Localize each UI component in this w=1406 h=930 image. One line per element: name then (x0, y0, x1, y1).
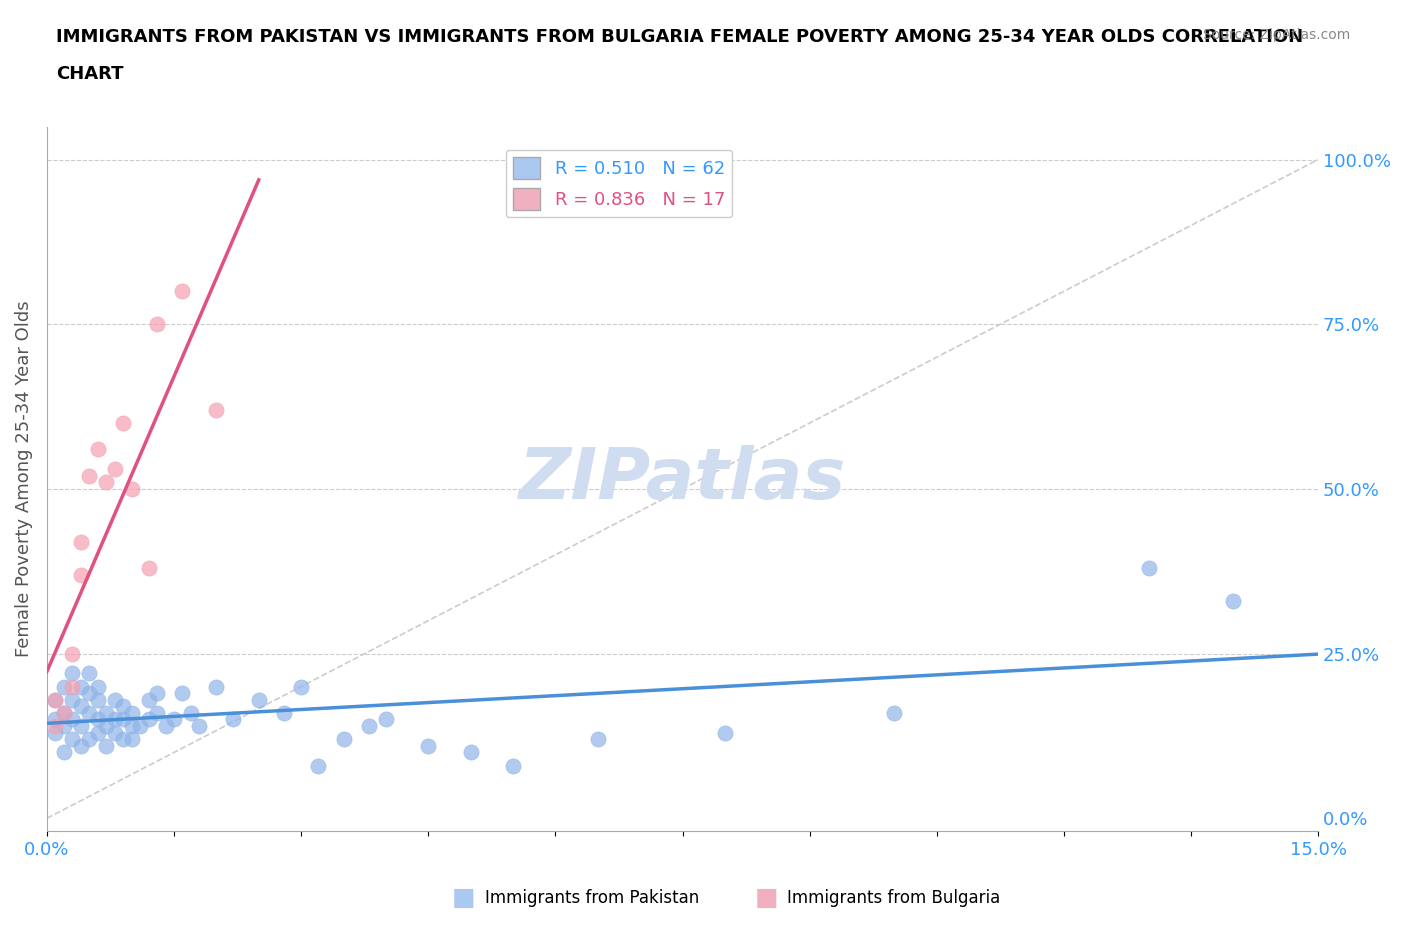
Point (69, 567, 91, 582)
Point (586, 732, 609, 747)
Point (460, 745, 482, 760)
Point (87, 679, 110, 694)
Point (418, 738, 440, 753)
Point (129, 719, 152, 734)
Point (104, 725, 127, 740)
Point (146, 706, 169, 721)
Point (60, 732, 83, 747)
Point (883, 706, 905, 721)
Point (172, 284, 194, 299)
Point (188, 719, 211, 734)
Point (44, 692, 66, 707)
Text: ■: ■ (755, 885, 778, 910)
Point (77, 732, 100, 747)
Point (247, 692, 270, 707)
Point (44, 719, 66, 734)
Point (357, 719, 380, 734)
Text: ■: ■ (453, 885, 475, 910)
Point (87, 442, 110, 457)
Y-axis label: Female Poverty Among 25-34 Year Olds: Female Poverty Among 25-34 Year Olds (15, 300, 32, 658)
Point (87, 712, 110, 727)
Point (138, 712, 160, 727)
Text: ZIPatlas: ZIPatlas (519, 445, 846, 513)
Point (104, 461, 127, 476)
Point (69, 679, 91, 694)
Point (163, 712, 186, 727)
Point (374, 712, 396, 727)
Point (44, 692, 66, 707)
Point (146, 317, 169, 332)
Point (44, 725, 66, 740)
Text: CHART: CHART (56, 65, 124, 83)
Point (60, 666, 83, 681)
Point (52, 706, 75, 721)
Point (96, 706, 118, 721)
Point (77, 685, 100, 700)
Point (69, 698, 91, 713)
Point (87, 725, 110, 740)
Point (44, 712, 66, 727)
Point (714, 725, 737, 740)
Point (104, 692, 127, 707)
Point (112, 712, 135, 727)
Point (60, 646, 83, 661)
Point (502, 758, 524, 773)
Point (87, 692, 110, 707)
Point (205, 403, 228, 418)
Point (52, 706, 75, 721)
Point (60, 679, 83, 694)
Text: IMMIGRANTS FROM PAKISTAN VS IMMIGRANTS FROM BULGARIA FEMALE POVERTY AMONG 25-34 : IMMIGRANTS FROM PAKISTAN VS IMMIGRANTS F… (56, 28, 1303, 46)
Point (205, 679, 228, 694)
Point (77, 706, 100, 721)
Point (138, 561, 160, 576)
Point (69, 719, 91, 734)
Point (1222, 593, 1244, 608)
Point (52, 719, 75, 734)
Point (332, 732, 354, 747)
Point (121, 732, 143, 747)
Legend: R = 0.510   N = 62, R = 0.836   N = 17: R = 0.510 N = 62, R = 0.836 N = 17 (506, 150, 733, 218)
Point (60, 712, 83, 727)
Point (155, 719, 177, 734)
Point (307, 758, 329, 773)
Point (96, 475, 118, 490)
Point (121, 719, 143, 734)
Point (69, 534, 91, 549)
Point (121, 482, 143, 497)
Point (69, 738, 91, 753)
Point (146, 685, 169, 700)
Point (112, 698, 135, 713)
Point (112, 416, 135, 431)
Point (1137, 561, 1160, 576)
Point (60, 692, 83, 707)
Text: Immigrants from Bulgaria: Immigrants from Bulgaria (787, 889, 1001, 907)
Point (77, 666, 100, 681)
Point (104, 712, 127, 727)
Text: Source: ZipAtlas.com: Source: ZipAtlas.com (1202, 28, 1350, 42)
Point (180, 706, 202, 721)
Point (273, 706, 295, 721)
Point (112, 732, 135, 747)
Point (52, 679, 75, 694)
Point (290, 679, 312, 694)
Point (121, 706, 143, 721)
Point (172, 685, 194, 700)
Point (52, 745, 75, 760)
Point (77, 469, 100, 484)
Text: Immigrants from Pakistan: Immigrants from Pakistan (485, 889, 699, 907)
Point (138, 692, 160, 707)
Point (96, 719, 118, 734)
Point (96, 738, 118, 753)
Point (222, 712, 245, 727)
